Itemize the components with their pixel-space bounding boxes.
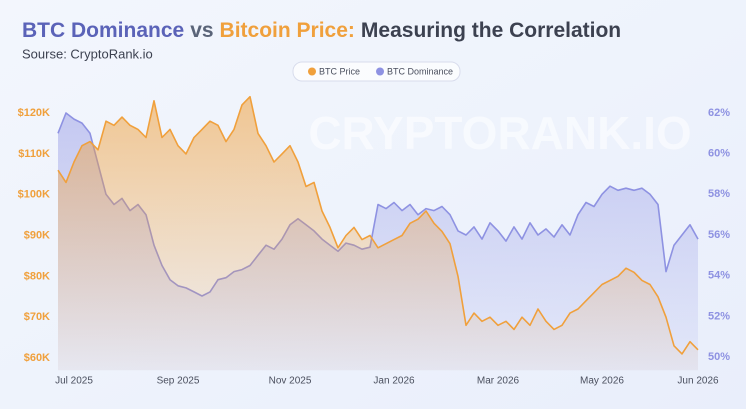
- y2-tick-label: 60%: [708, 148, 730, 160]
- title-part: Measuring the Correlation: [361, 19, 621, 42]
- y2-tick-label: 56%: [708, 229, 730, 241]
- y-tick-label: $80K: [24, 270, 50, 282]
- chart-title: BTC Dominance vs Bitcoin Price: Measuring t…: [22, 19, 621, 42]
- title-part: BTC Dominance: [22, 19, 184, 42]
- x-tick-label: Sep 2025: [157, 376, 200, 387]
- y-tick-label: $70K: [24, 311, 50, 323]
- y2-tick-label: 50%: [708, 351, 730, 363]
- y-tick-label: $110K: [18, 148, 50, 160]
- watermark: CRYPTORANK.IO: [308, 107, 691, 159]
- y2-tick-label: 54%: [708, 270, 730, 282]
- area-fill: [58, 96, 698, 371]
- x-tick-label: Jan 2026: [373, 376, 415, 387]
- x-tick-label: Jul 2025: [55, 376, 93, 387]
- series-line: [57, 95, 699, 355]
- legend-marker: [308, 67, 316, 76]
- x-tick-label: Nov 2025: [269, 376, 312, 387]
- y2-tick-label: 58%: [708, 188, 730, 200]
- y-tick-label: $60K: [24, 352, 50, 364]
- title-part: Bitcoin Price:: [220, 19, 355, 42]
- y2-tick-label: 62%: [708, 107, 730, 119]
- chart-subtitle: Sourse: CryptoRank.io: [22, 46, 153, 61]
- title-part: vs: [190, 19, 213, 42]
- legend-label: BTC Dominance: [387, 66, 453, 76]
- legend-marker: [376, 67, 385, 76]
- y-tick-label: $90K: [24, 229, 50, 241]
- y2-tick-label: 52%: [708, 310, 730, 322]
- x-tick-label: May 2026: [580, 376, 624, 387]
- x-tick-label: Jun 2026: [677, 376, 719, 387]
- y-tick-label: $100K: [18, 189, 50, 201]
- y-tick-label: $120K: [18, 107, 50, 119]
- legend-label: BTC Price: [319, 66, 360, 76]
- x-tick-label: Mar 2026: [477, 376, 520, 387]
